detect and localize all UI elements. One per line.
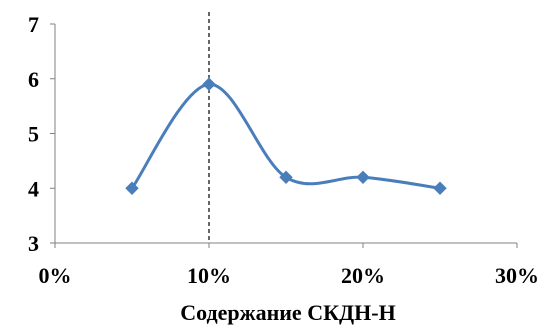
y-tick-label: 5 xyxy=(28,122,39,147)
x-tick-label: 0% xyxy=(39,263,72,288)
data-point-marker xyxy=(433,181,447,195)
data-point-marker xyxy=(202,77,216,91)
y-tick-label: 7 xyxy=(28,12,39,37)
data-point-marker xyxy=(279,170,293,185)
y-tick-label: 6 xyxy=(28,67,39,92)
series-line xyxy=(130,82,441,190)
data-markers xyxy=(125,77,447,195)
y-ticks: 3 4 5 6 7 xyxy=(28,12,55,256)
x-tick-label: 30% xyxy=(495,263,539,288)
x-tick-label: 10% xyxy=(187,263,231,288)
y-tick-label: 4 xyxy=(28,176,39,201)
data-point-marker xyxy=(125,181,139,195)
y-tick-label: 3 xyxy=(28,231,39,256)
x-axis-title: Содержание СКДН-Н xyxy=(180,300,395,325)
axes xyxy=(54,24,517,244)
x-tick-label: 20% xyxy=(341,263,385,288)
data-point-marker xyxy=(356,170,370,185)
x-ticks: 0% 10% 20% 30% xyxy=(39,243,539,288)
